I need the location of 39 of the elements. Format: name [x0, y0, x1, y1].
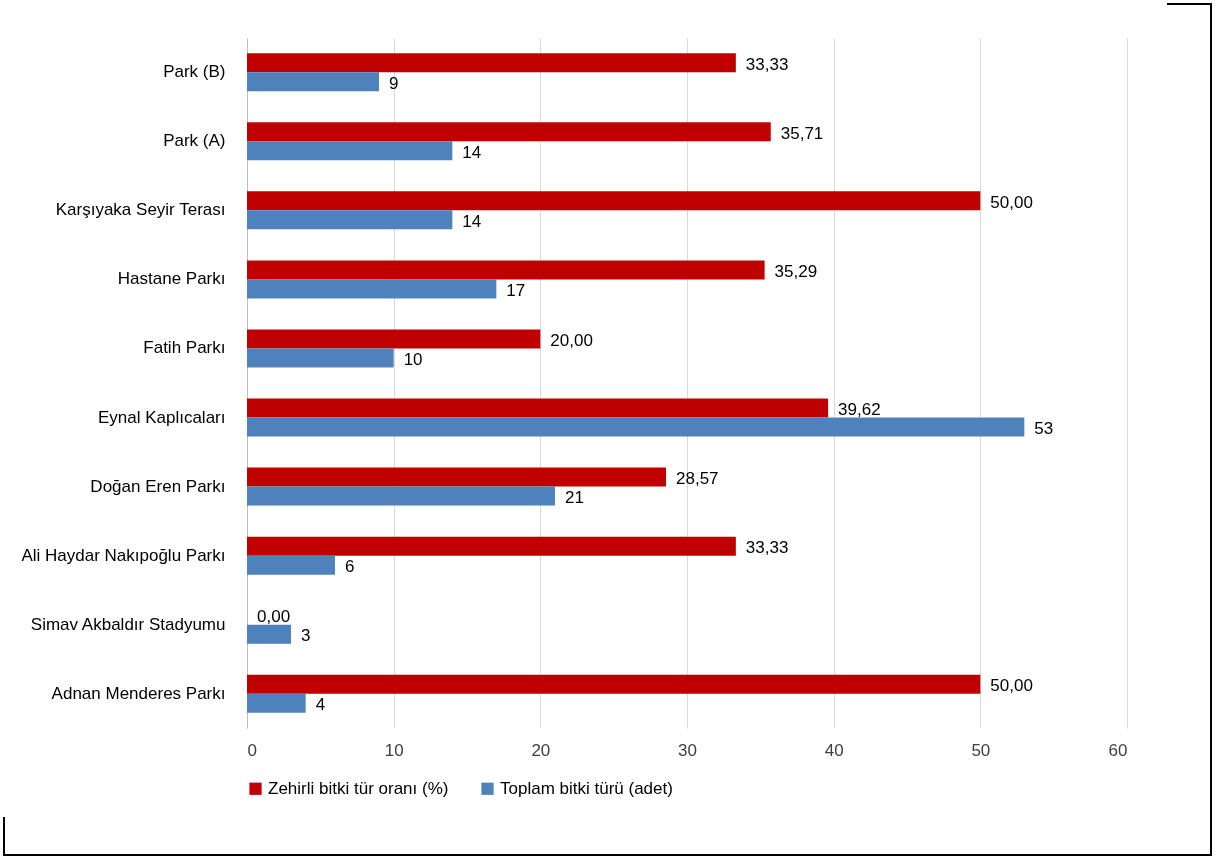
data-label: 6 — [345, 557, 355, 577]
data-label: 33,33 — [745, 538, 789, 558]
data-label: 9 — [389, 73, 399, 93]
data-label: 35,29 — [774, 261, 818, 281]
x-tick-label: 10 — [384, 740, 404, 760]
y-tick-label: Fatih Parkı — [143, 338, 226, 358]
legend-label: Zehirli bitki tür oranı (%) — [268, 778, 449, 798]
data-label: 17 — [506, 280, 526, 300]
data-label: 0,00 — [257, 607, 291, 627]
x-tick-label: 30 — [678, 740, 697, 760]
y-tick-label: Ali Haydar Nakıpoğlu Parkı — [21, 545, 226, 565]
data-label: 21 — [565, 488, 584, 508]
x-tick-label: 40 — [824, 740, 844, 760]
data-label: 14 — [462, 211, 482, 231]
data-label: 20,00 — [550, 330, 593, 350]
x-tick-label: 60 — [1108, 740, 1128, 760]
y-tick-label: Eynal Kaplıcaları — [97, 407, 226, 427]
x-tick-label: 50 — [971, 740, 991, 760]
data-label: 33,33 — [745, 54, 789, 74]
y-tick-label: Doğan Eren Parkı — [90, 476, 226, 496]
y-tick-label: Hastane Parkı — [117, 269, 226, 289]
data-label: 39,62 — [838, 400, 881, 420]
x-tick-label: 0 — [247, 740, 257, 760]
data-label: 4 — [315, 695, 326, 715]
data-label: 14 — [462, 142, 482, 162]
y-tick-label: Park (A) — [163, 131, 226, 151]
y-tick-label: Park (B) — [163, 62, 226, 82]
x-tick-label: 20 — [531, 740, 551, 760]
y-tick-label: Adnan Menderes Parkı — [51, 683, 226, 703]
legend-label: Toplam bitki türü (adet) — [500, 778, 673, 798]
data-label: 35,71 — [780, 123, 824, 143]
data-label: 10 — [403, 349, 423, 369]
y-tick-label: Simav Akbaldır Stadyumu — [30, 614, 226, 634]
data-label: 28,57 — [676, 469, 719, 489]
data-label: 50,00 — [990, 676, 1033, 696]
data-label: 53 — [1034, 419, 1054, 439]
data-label: 50,00 — [990, 192, 1033, 212]
data-label: 3 — [301, 626, 311, 646]
y-tick-label: Karşıyaka Seyir Terası — [55, 200, 226, 220]
